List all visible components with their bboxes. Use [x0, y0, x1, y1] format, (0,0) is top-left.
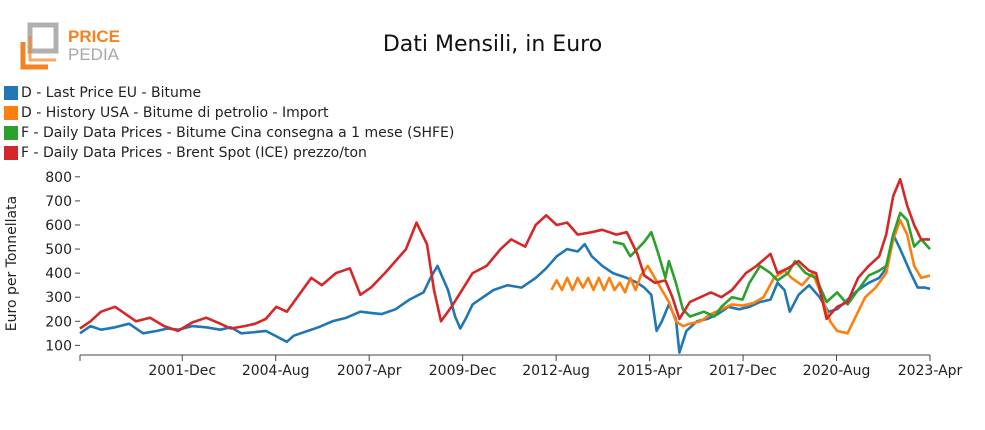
legend-item: F - Daily Data Prices - Brent Spot (ICE)…: [4, 143, 454, 163]
y-tick-label: 600: [45, 218, 72, 234]
x-tick-label: 2004-Aug: [242, 363, 310, 379]
legend-item: D - History USA - Bitume di petrolio - I…: [4, 103, 454, 123]
series-line-3: [79, 177, 930, 333]
legend-item: F - Daily Data Prices - Bitume Cina cons…: [4, 123, 454, 143]
legend-label: D - History USA - Bitume di petrolio - I…: [21, 105, 329, 121]
x-tick-label: 2015-Apr: [617, 363, 682, 379]
legend-swatch: [4, 106, 18, 120]
y-tick-label: 500: [45, 242, 72, 258]
series-line-2: [612, 211, 931, 318]
y-tick-label: 200: [45, 314, 72, 330]
series-line-0: [79, 233, 931, 354]
x-tick-label: 2001-Dec: [148, 363, 216, 379]
x-tick-label: 2020-Aug: [803, 363, 871, 379]
x-tick-label: 2023-Apr: [898, 363, 963, 379]
x-tick-label: 2017-Dec: [709, 363, 777, 379]
legend-label: F - Daily Data Prices - Bitume Cina cons…: [21, 125, 455, 141]
legend-label: D - Last Price EU - Bitume: [21, 85, 202, 101]
pricepedia-logo: PRICE PEDIA: [20, 22, 120, 70]
y-tick-label: 100: [45, 338, 72, 354]
legend-label: F - Daily Data Prices - Brent Spot (ICE)…: [21, 145, 367, 161]
y-tick-label: 300: [45, 290, 72, 306]
y-tick-label: 400: [45, 266, 72, 282]
legend-swatch: [4, 86, 18, 100]
legend-item: D - Last Price EU - Bitume: [4, 83, 454, 103]
logo-text-top: PRICE: [68, 27, 120, 46]
x-tick-label: 2009-Dec: [429, 363, 497, 379]
y-axis-label: Euro per Tonnellata: [4, 196, 20, 331]
y-tick-label: 800: [45, 170, 72, 186]
logo-text-bottom: PEDIA: [68, 45, 120, 64]
y-tick-label: 700: [45, 194, 72, 210]
legend-swatch: [4, 146, 18, 160]
chart-title: Dati Mensili, in Euro: [382, 32, 603, 57]
x-tick-label: 2007-Apr: [337, 363, 402, 379]
series-line-1: [550, 218, 931, 335]
legend-swatch: [4, 126, 18, 140]
chart-legend: D - Last Price EU - Bitume D - History US…: [4, 83, 454, 163]
x-tick-label: 2012-Aug: [522, 363, 590, 379]
